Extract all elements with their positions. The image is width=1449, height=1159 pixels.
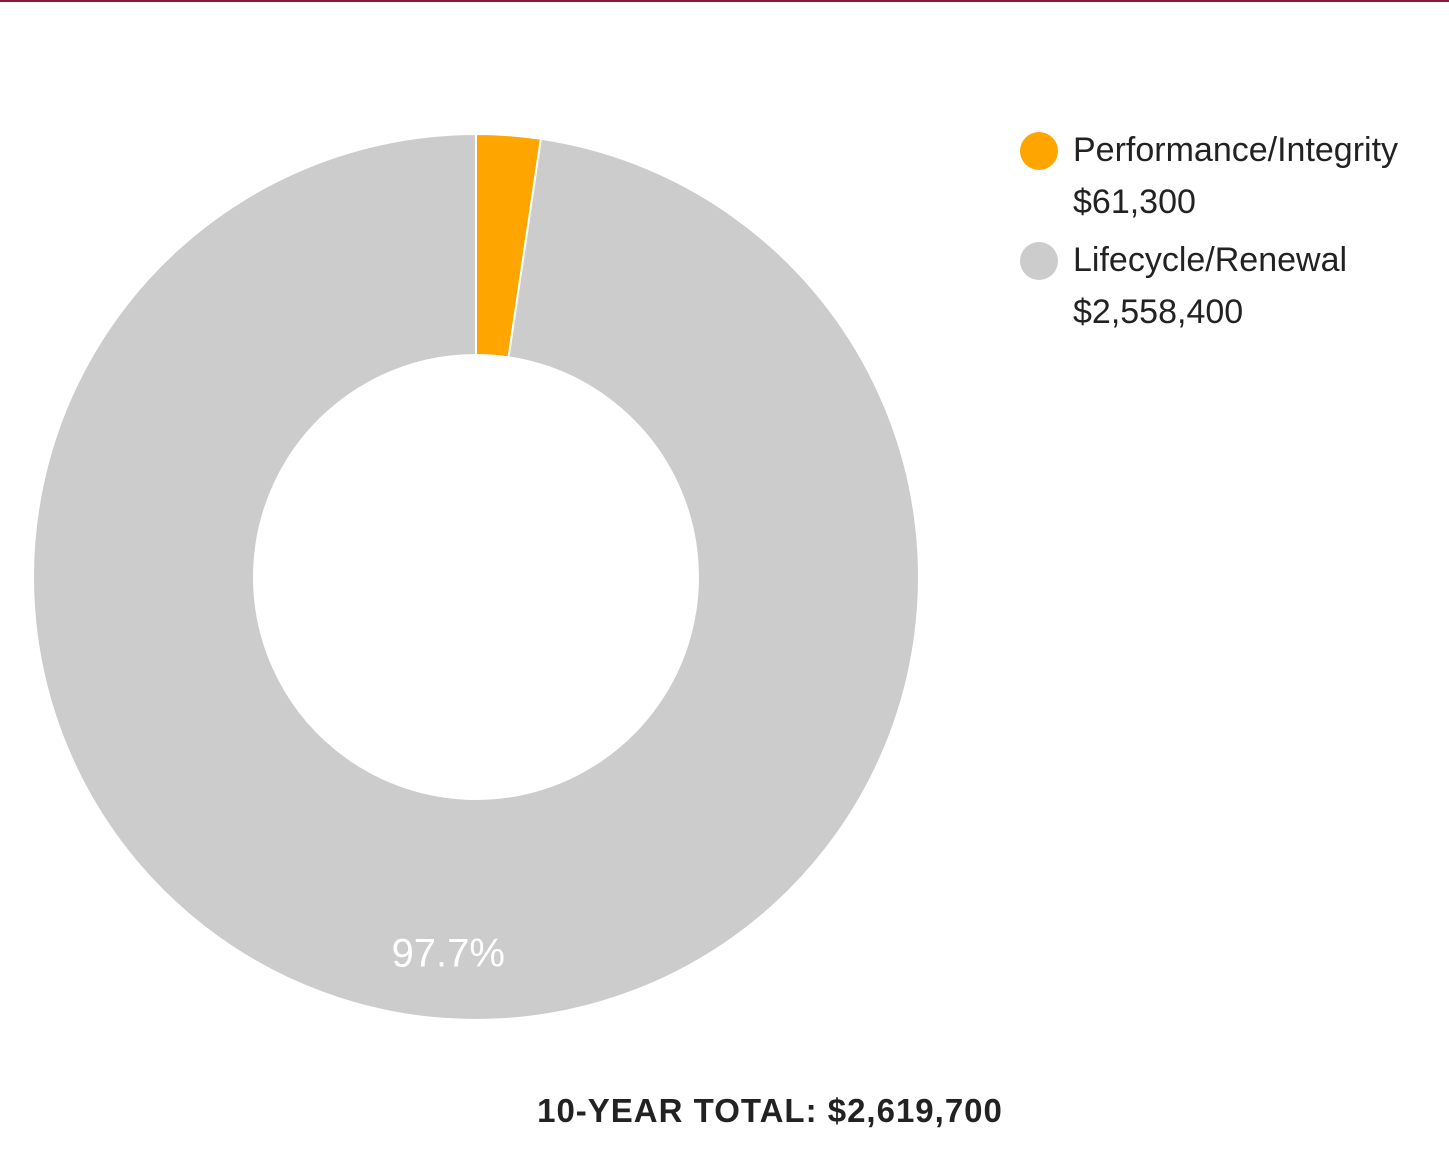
legend-label-lifecycle-renewal: Lifecycle/Renewal xyxy=(1073,241,1348,279)
legend-swatch-performance-integrity xyxy=(1020,132,1058,170)
top-border xyxy=(0,0,1449,2)
legend: Performance/Integrity $61,300 Lifecycle/… xyxy=(1020,128,1440,348)
donut-chart: 97.7% xyxy=(32,132,921,1021)
slice-lifecycle-renewal[interactable] xyxy=(32,132,921,1021)
legend-value-performance-integrity: $61,300 xyxy=(1073,183,1196,221)
legend-label-performance-integrity: Performance/Integrity xyxy=(1073,131,1399,169)
legend-swatch-lifecycle-renewal xyxy=(1020,242,1058,280)
legend-value-lifecycle-renewal: $2,558,400 xyxy=(1073,293,1244,331)
ten-year-total: 10-YEAR TOTAL: $2,619,700 xyxy=(537,1092,1003,1129)
slice-label-lifecycle-renewal: 97.7% xyxy=(392,931,505,975)
legend-item-lifecycle-renewal[interactable]: Lifecycle/Renewal $2,558,400 xyxy=(1020,238,1440,348)
legend-item-performance-integrity[interactable]: Performance/Integrity $61,300 xyxy=(1020,128,1440,238)
